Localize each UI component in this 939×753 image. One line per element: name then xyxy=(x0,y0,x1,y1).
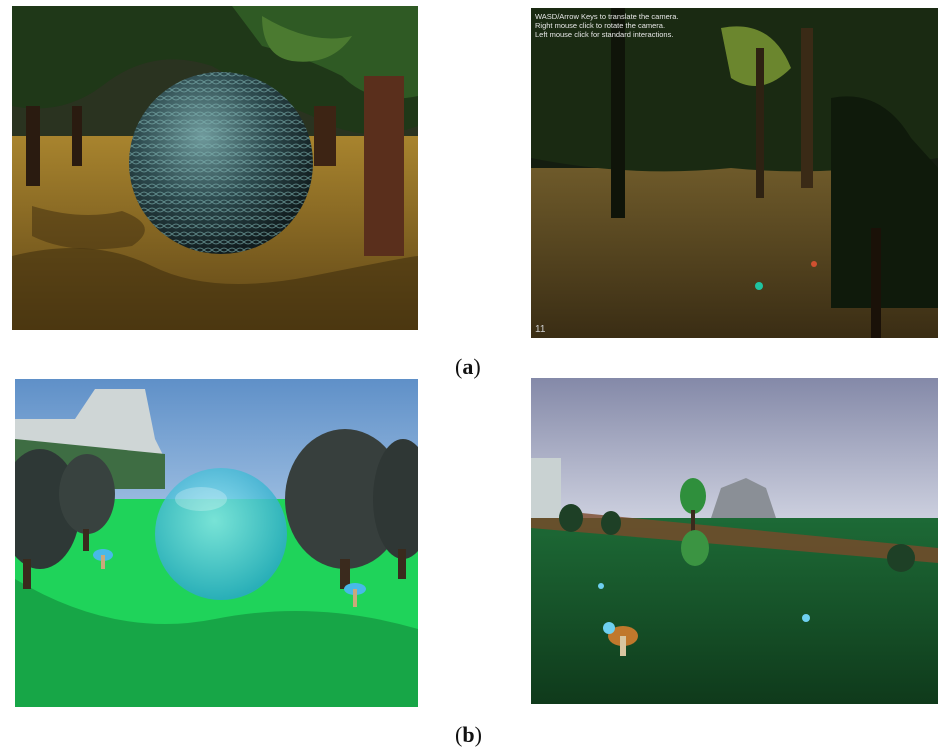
caption-b-label: b xyxy=(462,722,475,747)
hud-line: Left mouse click for standard interactio… xyxy=(535,30,674,39)
panel-a-right-forest-path: WASD/Arrow Keys to translate the camera.… xyxy=(531,8,938,338)
caption-a: (a) xyxy=(455,354,481,379)
panel-b-left-meadow-glass-sphere xyxy=(15,379,418,707)
fps-counter: 11 xyxy=(535,324,546,335)
caption-b: (b) xyxy=(455,722,482,747)
controls-help-text: WASD/Arrow Keys to translate the camera.… xyxy=(535,12,679,39)
hud-line: WASD/Arrow Keys to translate the camera. xyxy=(535,12,679,21)
panel-a-left-forest-sphere xyxy=(12,6,418,330)
hud-line: Right mouse click to rotate the camera. xyxy=(535,21,666,30)
caption-a-label: a xyxy=(462,354,474,379)
panel-b-right-meadow-vista xyxy=(531,378,938,704)
